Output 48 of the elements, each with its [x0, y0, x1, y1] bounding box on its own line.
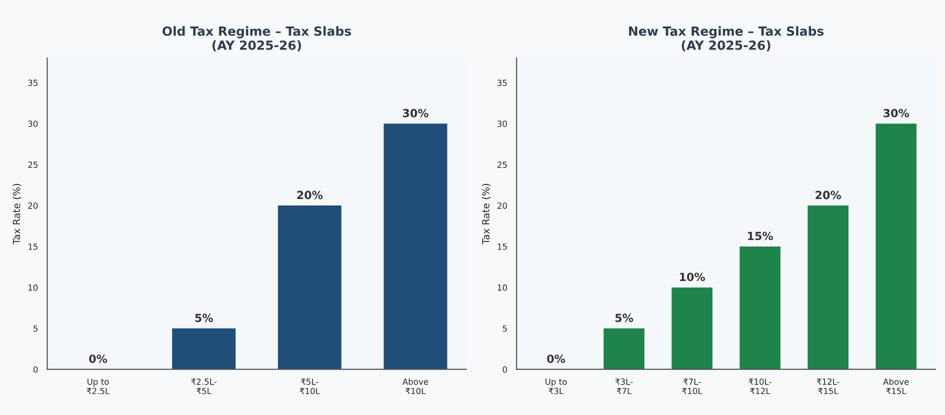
y-tick-label: 30: [28, 120, 38, 127]
chart-title: Old Tax Regime – Tax Slabs (AY 2025-26): [162, 26, 351, 52]
x-tick-label: Up to ₹2.5L: [86, 378, 110, 394]
x-tick-label: ₹3L- ₹7L: [615, 378, 633, 394]
y-tick-label: 15: [28, 244, 38, 250]
bar: [672, 287, 712, 370]
x-tick-label: ₹10L- ₹12L: [748, 378, 772, 394]
y-axis-title: Tax Rate (%): [12, 184, 22, 244]
bar: [604, 328, 644, 370]
data-label: 0%: [89, 354, 108, 364]
data-label: 20%: [816, 190, 842, 200]
bar: [278, 206, 342, 370]
y-tick-label: 25: [498, 162, 507, 168]
bar: [876, 124, 917, 370]
y-tick-label: 5: [502, 325, 507, 332]
x-tick-label: Above ₹10L: [402, 378, 428, 394]
x-tick-label: ₹5L- ₹10L: [300, 378, 320, 394]
y-tick-label: 0: [502, 366, 507, 373]
data-label: 15%: [748, 232, 773, 240]
y-tick-label: 35: [498, 80, 507, 86]
chart-title: New Tax Regime – Tax Slabs (AY 2025-26): [629, 26, 824, 52]
bar: [384, 124, 448, 370]
bar: [808, 206, 848, 370]
x-tick-label: Above ₹15L: [883, 378, 909, 394]
x-tick-label: ₹7L- ₹10L: [682, 378, 702, 394]
y-tick-label: 10: [498, 284, 507, 291]
data-label: 5%: [615, 314, 634, 322]
y-tick-label: 30: [498, 120, 507, 127]
x-tick-label: ₹12L- ₹15L: [816, 378, 840, 394]
y-tick-label: 10: [28, 284, 38, 291]
y-tick-label: 25: [28, 162, 38, 168]
bar: [740, 246, 780, 370]
y-axis-title: Tax Rate (%): [482, 184, 491, 244]
x-tick-label: ₹2.5L- ₹5L: [191, 378, 216, 394]
y-tick-label: 5: [34, 325, 38, 332]
y-tick-label: 35: [28, 80, 38, 86]
x-tick-label: Up to ₹3L: [546, 378, 567, 394]
data-label: 0%: [547, 354, 566, 364]
y-tick-label: 20: [28, 202, 38, 209]
data-label: 30%: [884, 108, 910, 118]
data-label: 10%: [680, 272, 705, 282]
y-tick-label: 0: [33, 366, 38, 373]
bar: [172, 328, 236, 370]
y-tick-label: 15: [498, 244, 507, 250]
data-label: 30%: [402, 108, 428, 118]
data-label: 20%: [297, 190, 323, 200]
y-tick-label: 20: [498, 202, 507, 209]
data-label: 5%: [195, 314, 213, 322]
